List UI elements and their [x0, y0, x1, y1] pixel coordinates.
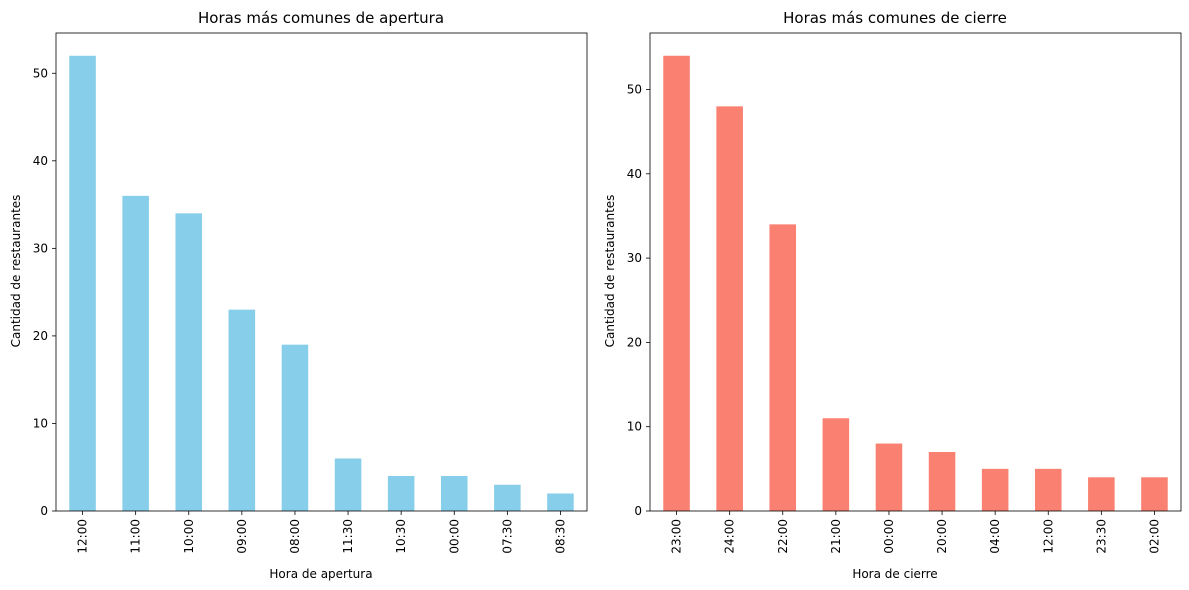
x-tick-label: 23:00 [670, 519, 684, 554]
y-axis-label: Cantidad de restaurantes [603, 195, 617, 348]
x-tick-label: 12:00 [1041, 519, 1055, 554]
bar [281, 344, 309, 511]
bar-group [663, 55, 1168, 512]
bar [440, 475, 468, 511]
y-tick-label: 20 [627, 335, 642, 349]
x-tick-label: 02:00 [1147, 519, 1161, 554]
bar [663, 55, 690, 512]
x-tick-label: 10:30 [394, 519, 408, 554]
x-tick-label: 11:00 [129, 519, 143, 554]
bar [716, 106, 743, 511]
y-tick-label: 20 [33, 329, 48, 343]
y-tick-label: 30 [33, 241, 48, 255]
x-tick-label: 07:30 [500, 519, 514, 554]
y-tick-label: 50 [627, 82, 642, 96]
y-tick-label: 40 [33, 154, 48, 168]
y-tick-label: 0 [634, 504, 642, 518]
x-tick-label: 08:00 [288, 519, 302, 554]
x-tick-label: 00:00 [447, 519, 461, 554]
chart-title: Horas más comunes de cierre [783, 9, 1007, 27]
bar [981, 468, 1009, 511]
bar [822, 418, 850, 511]
bar [334, 458, 362, 511]
x-tick-group: 23:00 24:00 22:00 21:00 00:00 20:00 04:00 12:00… [670, 511, 1161, 554]
y-tick-group: 0 10 20 30 40 50 [33, 66, 56, 518]
plot-frame [649, 32, 1182, 512]
bar [928, 451, 956, 511]
bar [228, 309, 256, 511]
bar [387, 475, 415, 511]
x-axis-label: Hora de apertura [269, 567, 372, 581]
y-tick-label: 0 [40, 504, 48, 518]
chart-closing-hours: Horas más comunes de cierre Hora de cier… [603, 9, 1182, 581]
bar [122, 195, 149, 512]
x-tick-label: 24:00 [723, 519, 737, 554]
x-tick-label: 22:00 [776, 519, 790, 554]
x-tick-label: 23:30 [1094, 519, 1108, 554]
bar [769, 224, 797, 512]
bar [1088, 477, 1115, 511]
chart-title: Horas más comunes de apertura [198, 9, 444, 27]
bar [1141, 477, 1168, 511]
x-tick-label: 08:30 [553, 519, 567, 554]
x-tick-label: 20:00 [935, 519, 949, 554]
x-tick-label: 09:00 [235, 519, 249, 554]
y-tick-group: 0 10 20 30 40 50 [627, 82, 650, 518]
bar [494, 484, 521, 511]
x-axis-label: Hora de cierre [852, 567, 937, 581]
y-tick-label: 10 [627, 420, 642, 434]
x-tick-label: 04:00 [988, 519, 1002, 554]
bar [69, 55, 96, 512]
y-axis-label: Cantidad de restaurantes [9, 195, 23, 348]
bar [875, 443, 903, 511]
x-tick-label: 21:00 [829, 519, 843, 554]
plot-frame [55, 32, 588, 512]
y-tick-label: 10 [33, 416, 48, 430]
bar [1034, 468, 1062, 511]
bar-group [69, 55, 574, 512]
y-tick-label: 40 [627, 167, 642, 181]
chart-opening-hours: Horas más comunes de apertura Hora de ap… [9, 9, 588, 581]
x-tick-label: 00:00 [882, 519, 896, 554]
x-tick-group: 12:00 11:00 10:00 09:00 08:00 11:30 10:30 00:00… [76, 511, 567, 554]
x-tick-label: 12:00 [76, 519, 90, 554]
x-tick-label: 10:00 [182, 519, 196, 554]
y-tick-label: 30 [627, 251, 642, 265]
x-tick-label: 11:30 [341, 519, 355, 554]
bar [547, 493, 574, 511]
bar [175, 213, 203, 511]
y-tick-label: 50 [33, 66, 48, 80]
